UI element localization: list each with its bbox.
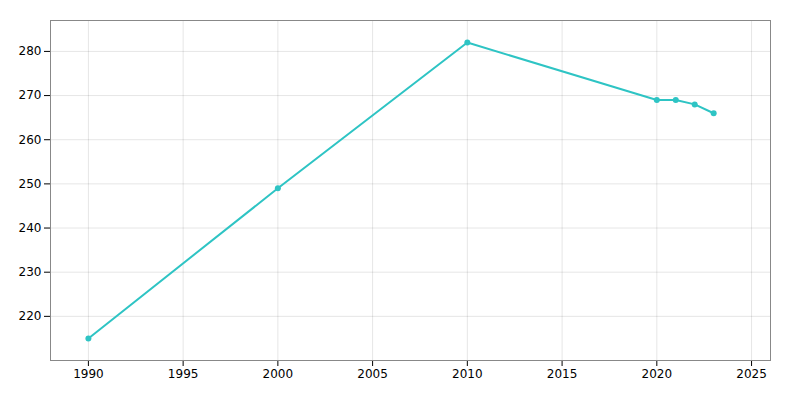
svg-text:2020: 2020 [642, 367, 673, 381]
svg-text:2025: 2025 [736, 367, 767, 381]
svg-text:240: 240 [19, 221, 42, 235]
svg-text:260: 260 [19, 133, 42, 147]
svg-text:270: 270 [19, 88, 42, 102]
svg-text:1990: 1990 [73, 367, 104, 381]
svg-text:250: 250 [19, 177, 42, 191]
svg-text:230: 230 [19, 265, 42, 279]
svg-text:220: 220 [19, 309, 42, 323]
svg-text:280: 280 [19, 44, 42, 58]
svg-text:1995: 1995 [168, 367, 199, 381]
svg-text:2005: 2005 [357, 367, 388, 381]
svg-text:2010: 2010 [452, 367, 483, 381]
svg-text:2000: 2000 [263, 367, 294, 381]
svg-text:2015: 2015 [547, 367, 578, 381]
